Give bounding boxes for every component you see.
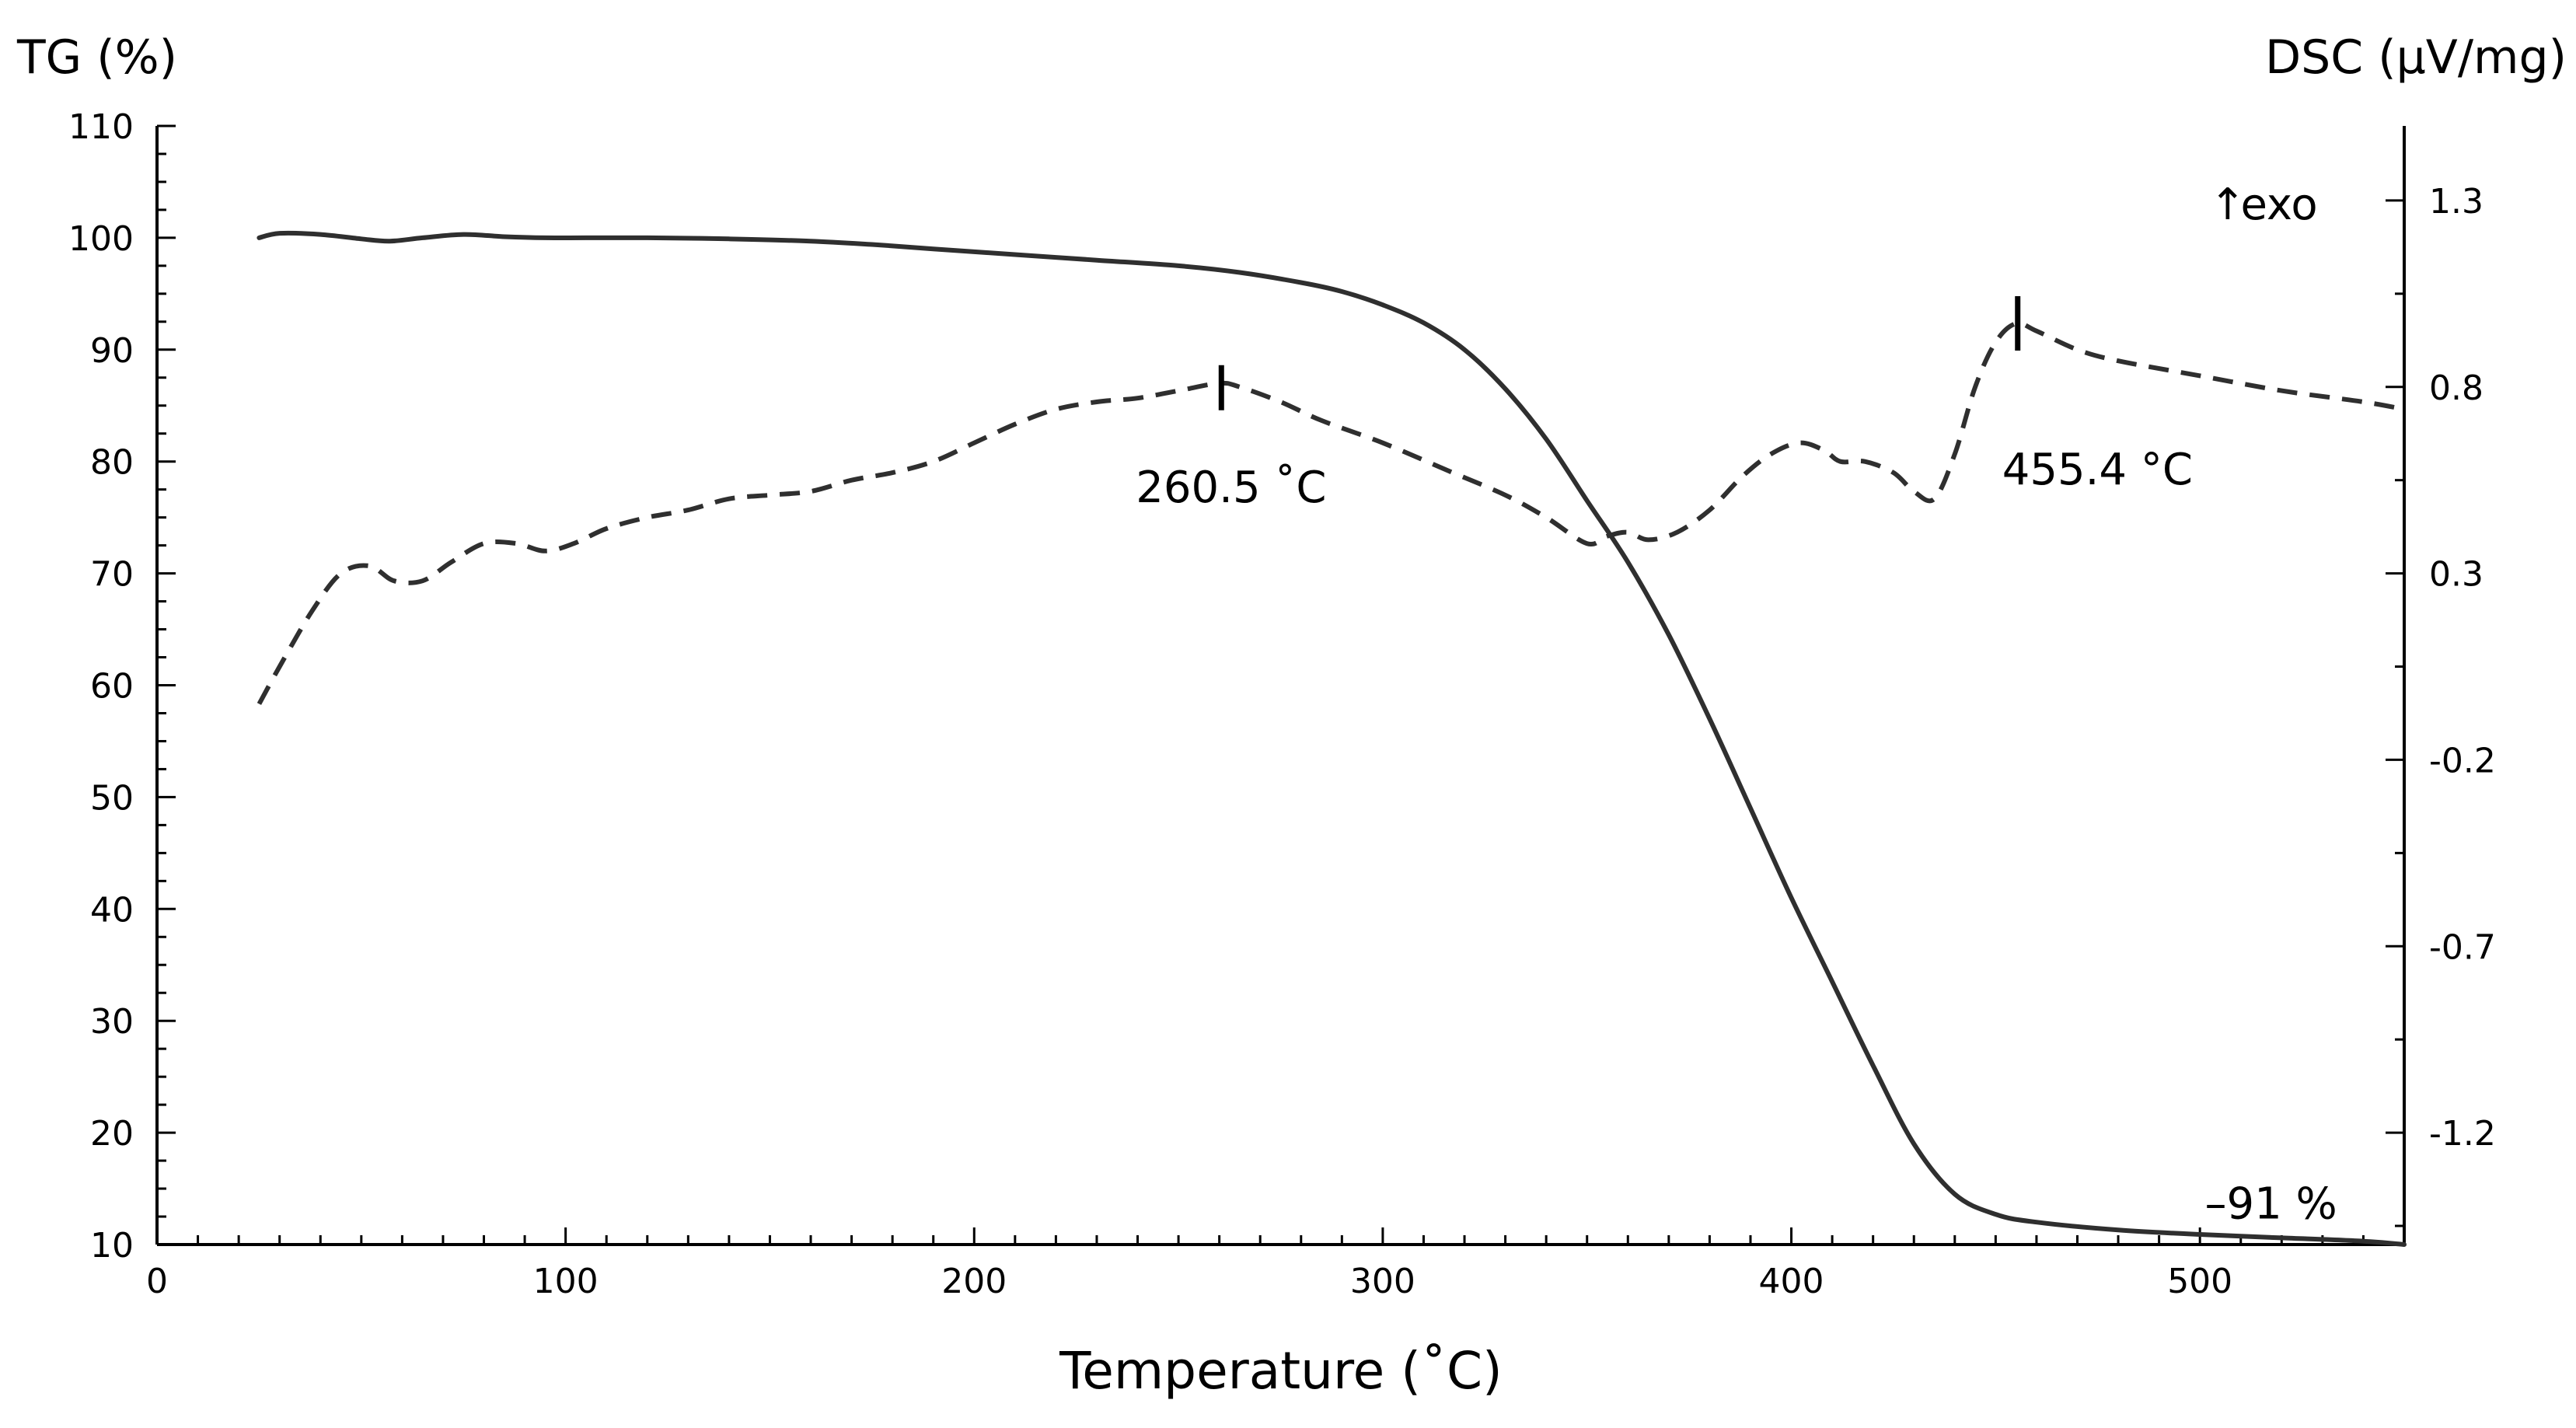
y-left-tick-label: 60 bbox=[90, 667, 134, 707]
y-left-tick-label: 30 bbox=[90, 1002, 134, 1042]
y-right-tick-label: 0.8 bbox=[2429, 368, 2484, 408]
y-right-tick-label: -1.2 bbox=[2429, 1114, 2496, 1154]
x-tick-label: 200 bbox=[941, 1262, 1007, 1301]
x-tick-label: 400 bbox=[1759, 1262, 1824, 1301]
y-left-axis-title: TG (%) bbox=[16, 30, 177, 85]
y-left-tick-label: 100 bbox=[68, 219, 134, 259]
mass-loss-label: –91 % bbox=[2204, 1178, 2337, 1229]
y-left-tick-label: 40 bbox=[90, 890, 134, 930]
x-axis-title: Temperature (˚C) bbox=[1059, 1341, 1503, 1401]
y-left-tick-label: 70 bbox=[90, 555, 134, 595]
y-left-tick-label: 10 bbox=[90, 1226, 134, 1266]
exo-label: exo bbox=[2240, 180, 2317, 230]
x-tick-label: 100 bbox=[533, 1262, 599, 1301]
peak-label: 455.4 °C bbox=[2002, 445, 2193, 495]
y-left-tick-label: 20 bbox=[90, 1114, 134, 1154]
y-right-axis-title: DSC (μV/mg) bbox=[2265, 30, 2567, 85]
y-right-tick-label: -0.7 bbox=[2429, 927, 2496, 967]
y-left-tick-label: 50 bbox=[90, 778, 134, 818]
y-left-tick-label: 110 bbox=[68, 107, 134, 147]
y-left-tick-label: 80 bbox=[90, 443, 134, 483]
x-tick-label: 500 bbox=[2167, 1262, 2232, 1301]
y-right-tick-label: 1.3 bbox=[2429, 182, 2484, 222]
dsc-curve bbox=[257, 320, 2405, 705]
x-tick-label: 0 bbox=[146, 1262, 168, 1301]
y-right-tick-label: 0.3 bbox=[2429, 555, 2484, 595]
tg-curve bbox=[257, 230, 2407, 1247]
peak-label: 260.5 ˚C bbox=[1136, 463, 1326, 513]
y-left-tick-label: 90 bbox=[90, 331, 134, 371]
x-tick-label: 300 bbox=[1350, 1262, 1415, 1301]
y-right-tick-label: -0.2 bbox=[2429, 741, 2496, 780]
exo-arrow-icon: ↑ bbox=[2209, 180, 2246, 230]
